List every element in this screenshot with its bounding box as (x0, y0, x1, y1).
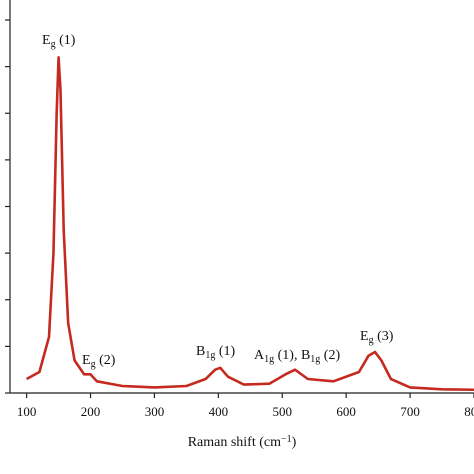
subscript: 1g (205, 350, 215, 361)
peak-annotation: Eg (1) (42, 33, 76, 50)
x-tick-label: 600 (336, 404, 356, 419)
x-tick-label: 400 (209, 404, 229, 419)
text-part: Raman shift (cm (188, 435, 281, 450)
text-part: E (360, 329, 369, 344)
x-tick-label: 800 (464, 404, 474, 419)
text-part: (1) (215, 344, 235, 359)
text-part: (2) (96, 353, 116, 368)
subscript: g (91, 359, 96, 370)
peak-annotation: A1g (1), B1g (2) (254, 348, 340, 365)
peak-annotation: Eg (2) (82, 353, 116, 370)
text-part: (1) (56, 33, 76, 48)
subscript: 1g (310, 354, 320, 365)
subscript: g (51, 39, 56, 50)
x-tick-label: 500 (273, 404, 293, 419)
x-tick-label: 100 (17, 404, 37, 419)
subscript: 1g (264, 354, 274, 365)
x-tick-label: 300 (145, 404, 165, 419)
x-tick-label: 700 (400, 404, 420, 419)
superscript: −1 (281, 434, 292, 445)
text-part: (1), B (274, 348, 310, 363)
text-part: ) (292, 435, 297, 450)
peak-annotation: B1g (1) (196, 344, 236, 361)
subscript: g (369, 335, 374, 346)
x-axis-label: Raman shift (cm−1) (188, 434, 297, 450)
spectrum-line (25, 56, 474, 392)
x-tick-label: 200 (81, 404, 101, 419)
text-part: A (254, 348, 265, 363)
text-part: (2) (320, 348, 340, 363)
text-part: E (82, 353, 91, 368)
peak-annotation: Eg (3) (360, 329, 394, 346)
text-part: (3) (374, 329, 394, 344)
text-part: E (42, 33, 51, 48)
text-part: B (196, 344, 205, 359)
